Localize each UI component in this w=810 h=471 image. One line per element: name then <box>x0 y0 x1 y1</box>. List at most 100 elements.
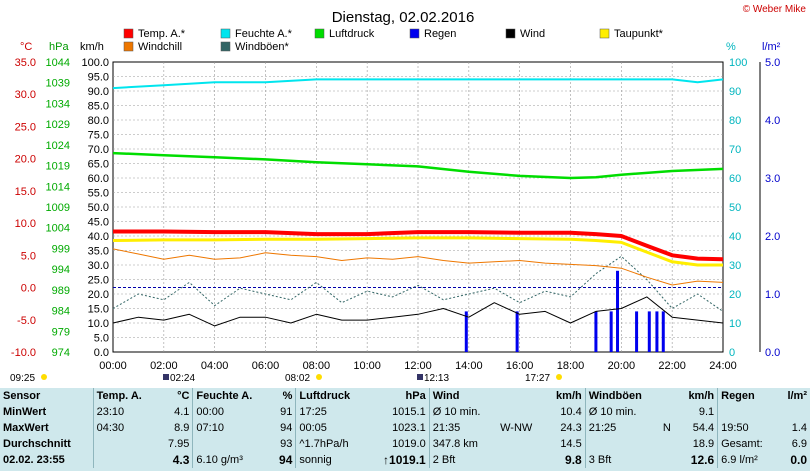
series-line-windb-en <box>112 255 724 312</box>
wind-tick-label: 100.0 <box>81 57 109 69</box>
humidity-tick-label: 60 <box>729 173 741 185</box>
stats-cell <box>192 436 271 452</box>
moon-icon <box>417 374 423 380</box>
grid <box>112 61 724 353</box>
stats-cell: 347.8 km <box>428 436 498 452</box>
wind-tick-label: 15.0 <box>88 304 109 316</box>
legend-label: Windchill <box>138 41 182 53</box>
rain-tick-label: 2.0 <box>765 231 780 243</box>
axis-units: °C hPa km/h% l/m² <box>20 41 781 53</box>
legend-swatch <box>123 41 134 52</box>
stats-cell: 1015.1 <box>392 406 426 418</box>
stats-header-humidity-unit: % <box>282 390 293 402</box>
wind-tick-label: 60.0 <box>88 173 109 185</box>
pressure-tick-label: 984 <box>52 306 70 318</box>
stats-cell: 12.6 <box>690 453 715 467</box>
time-tick-label: 08:00 <box>303 360 331 372</box>
stats-header-temp: Temp. A. <box>92 388 158 404</box>
rain-bar <box>647 311 651 352</box>
stats-cell: 10.4 <box>560 406 582 418</box>
legend-swatch <box>220 41 231 52</box>
pressure-tick-label: 1039 <box>46 78 70 90</box>
stats-cell <box>497 436 545 452</box>
rain-bar <box>616 270 620 352</box>
legend-label: Taupunkt* <box>614 28 664 40</box>
time-tick-label: 00:00 <box>99 360 127 372</box>
wind-unit-label: km/h <box>80 41 104 53</box>
stats-cell: ^1.7hPa/h <box>295 436 368 452</box>
rain-unit-label: l/m² <box>762 41 781 53</box>
rain-bar <box>661 311 665 352</box>
stats-header-wind: Wind <box>428 388 498 404</box>
temp-unit-label: °C <box>20 41 32 53</box>
stats-header-sensor: Sensor <box>3 390 41 402</box>
sun-icon <box>556 374 562 380</box>
sun-icon <box>41 374 47 380</box>
stats-cell: 91 <box>280 406 293 418</box>
legend-swatch <box>505 28 516 39</box>
temp-tick-label: 15.0 <box>15 186 36 198</box>
time-tick-label: 10:00 <box>353 360 381 372</box>
humidity-tick-label: 70 <box>729 144 741 156</box>
stats-header-rain-unit: l/m² <box>787 390 807 402</box>
wind-tick-label: 35.0 <box>88 246 109 258</box>
humidity-tick-label: 50 <box>729 202 741 214</box>
stats-cell: sonnig <box>295 452 368 468</box>
stats-cell: 00:00 <box>192 404 271 420</box>
pressure-tick-label: 1044 <box>46 57 70 69</box>
stats-row-min: MinWert 23:10 4.1 00:00 91 17:25 1015.1 … <box>0 404 810 420</box>
stats-header-rain: Regen <box>717 388 778 404</box>
humidity-tick-label: 80 <box>729 115 741 127</box>
stats-cell: 6.10 g/m³ <box>192 452 271 468</box>
wind-tick-label: 50.0 <box>88 202 109 214</box>
humidity-tick-label: 90 <box>729 86 741 98</box>
rain-tick-label: 0.0 <box>765 347 780 359</box>
rain-tick-label: 3.0 <box>765 173 780 185</box>
stats-cell: 21:25 <box>584 420 660 436</box>
pressure-tick-label: 1034 <box>46 98 70 110</box>
pressure-tick-label: 999 <box>52 243 70 255</box>
stats-cell: 0.0 <box>790 453 807 467</box>
humidity-tick-label: 0 <box>729 347 735 359</box>
rain-bar <box>635 311 639 352</box>
stats-cell: Gesamt: <box>717 436 778 452</box>
time-tick-label: 22:00 <box>658 360 686 372</box>
rain-bar <box>594 311 598 352</box>
moon-icon <box>163 374 169 380</box>
stats-header-row: Sensor Temp. A. °C Feuchte A. % Luftdruc… <box>0 388 810 404</box>
wind-tick-label: 25.0 <box>88 275 109 287</box>
wind-tick-label: 30.0 <box>88 260 109 272</box>
stats-cell: 94 <box>279 453 293 467</box>
pressure-tick-label: 1009 <box>46 202 70 214</box>
rain-bar <box>609 311 613 352</box>
stats-panel: Sensor Temp. A. °C Feuchte A. % Luftdruc… <box>0 388 810 471</box>
temp-tick-label: 10.0 <box>15 218 36 230</box>
wind-tick-label: 20.0 <box>88 289 109 301</box>
stats-cell: 2 Bft <box>428 452 498 468</box>
rain-tick-label: 1.0 <box>765 289 780 301</box>
stats-header-pressure-unit: hPa <box>405 390 426 402</box>
stats-header-gust-unit: km/h <box>688 390 715 402</box>
legend-label: Wind <box>520 28 545 40</box>
stats-cell: 18.9 <box>692 438 715 450</box>
legend-swatch <box>409 28 420 39</box>
stats-cell <box>660 452 677 468</box>
temp-tick-label: 35.0 <box>15 57 36 69</box>
wind-tick-label: 75.0 <box>88 130 109 142</box>
time-tick-label: 12:00 <box>404 360 432 372</box>
stats-header-temp-unit: °C <box>177 390 190 402</box>
stats-cell: W-NW <box>500 422 533 434</box>
temp-tick-label: -5.0 <box>17 315 36 327</box>
temp-tick-label: 25.0 <box>15 121 36 133</box>
wind-tick-label: 95.0 <box>88 72 109 84</box>
humidity-tick-label: 20 <box>729 289 741 301</box>
legend-label: Feuchte A.* <box>235 28 293 40</box>
stats-cell: 23:10 <box>92 404 158 420</box>
series-line-temp-a <box>113 229 724 262</box>
time-tick-label: 06:00 <box>252 360 280 372</box>
stats-cell <box>497 404 545 420</box>
stats-cell: 21:35 <box>428 420 498 436</box>
legend-label: Regen <box>424 28 456 40</box>
time-tick-label: 02:00 <box>150 360 178 372</box>
stats-cell <box>92 452 158 468</box>
